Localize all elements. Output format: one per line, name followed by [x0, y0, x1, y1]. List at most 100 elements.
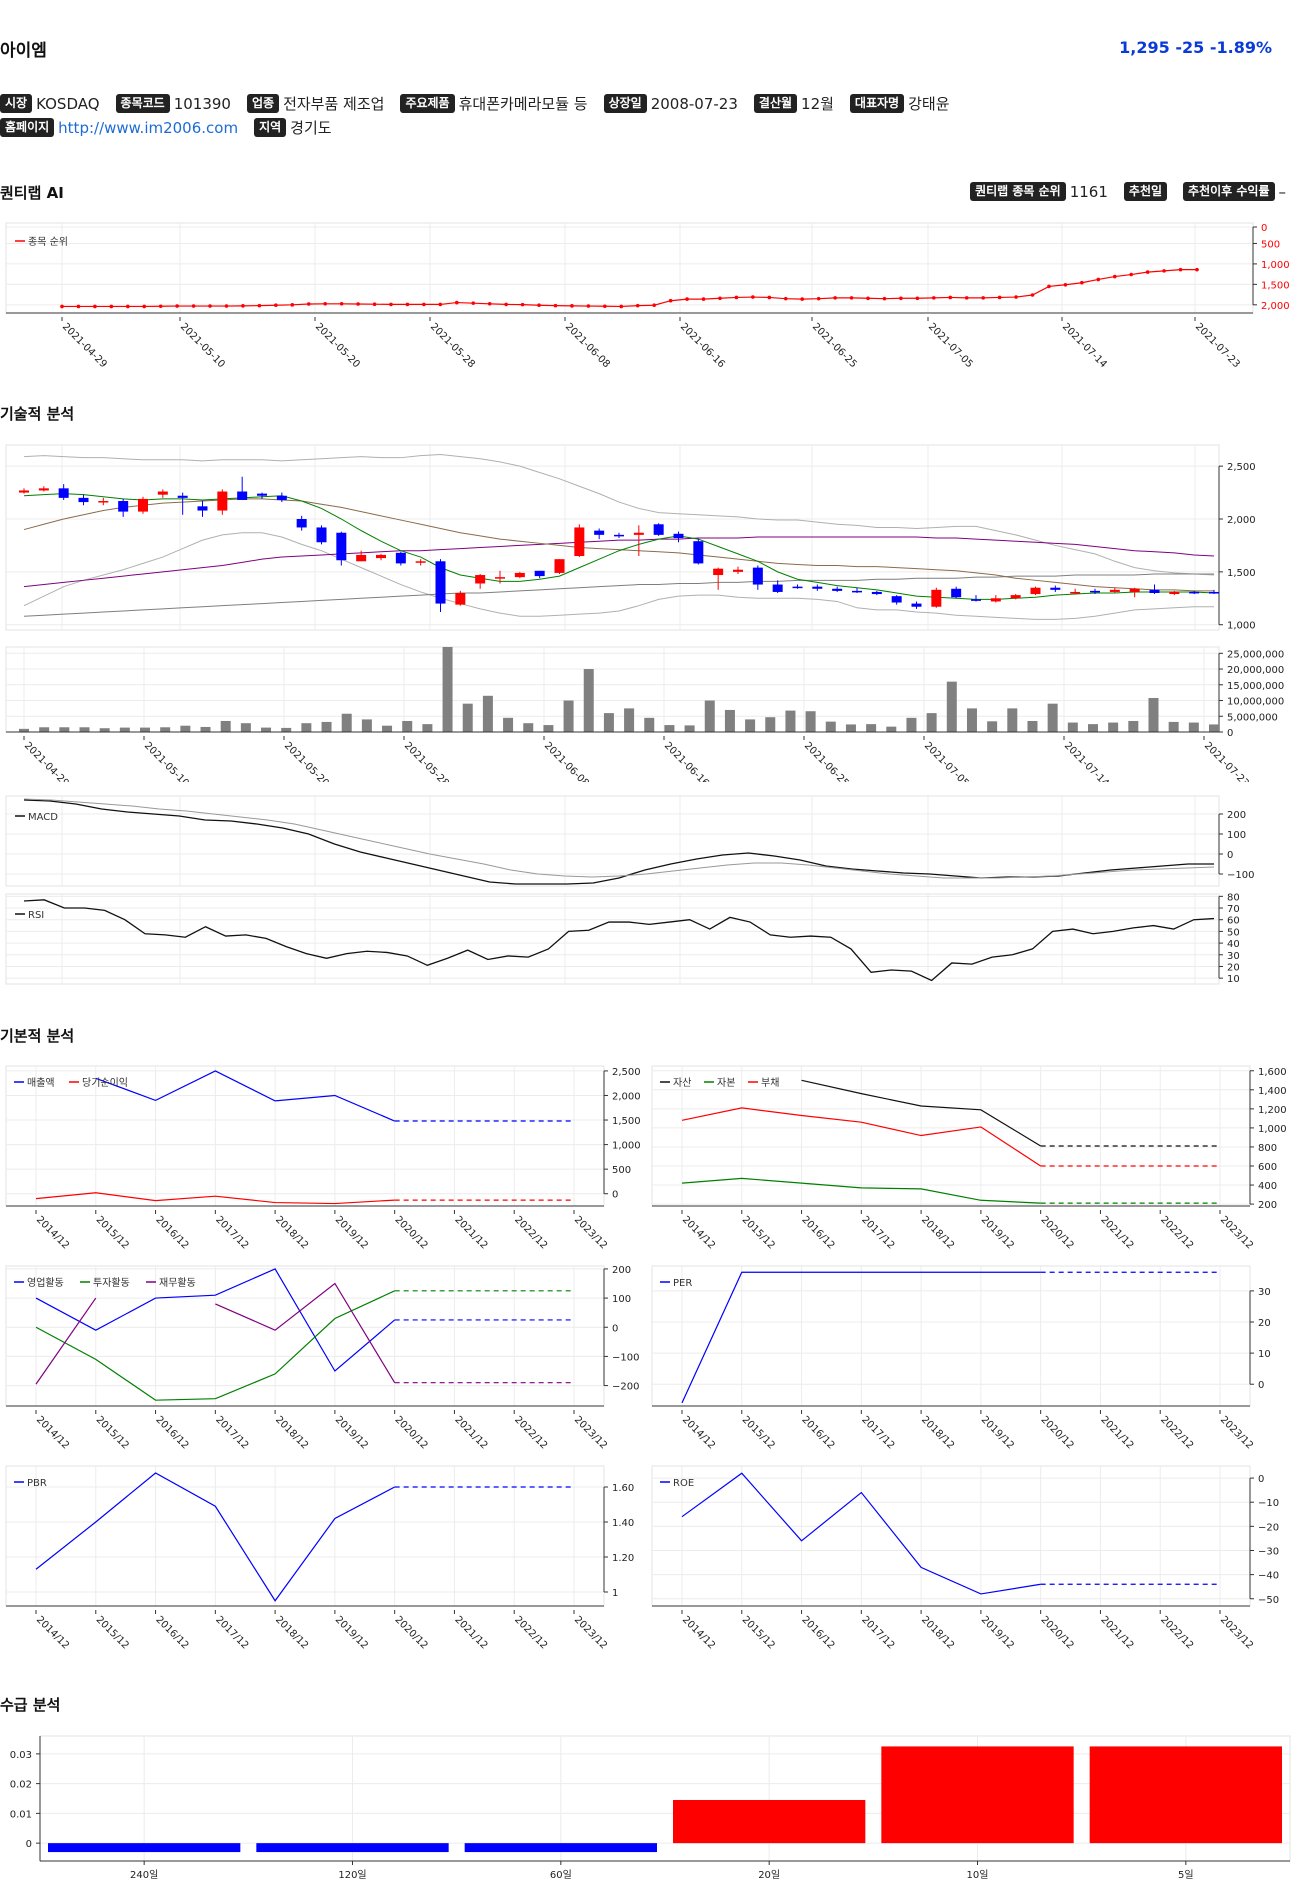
rank-tag: 퀀티랩 종목 순위 — [970, 182, 1066, 201]
volume-bar — [301, 723, 312, 732]
balance-series-line — [801, 1079, 1041, 1147]
fiscal-tag: 결산월 — [753, 94, 798, 113]
rank-point — [553, 303, 558, 308]
rank-point — [1096, 277, 1101, 282]
per-y-tick: 20 — [1258, 1318, 1271, 1329]
volume-bar — [39, 727, 50, 732]
code-value: 101390 — [173, 94, 231, 113]
rsi-y-tick: 30 — [1227, 951, 1240, 962]
x-tick-label: 2021-04-29 — [22, 740, 71, 782]
x-tick-label: 2021/12 — [452, 1614, 489, 1651]
candle-body — [1090, 590, 1100, 593]
candle-body — [217, 491, 228, 511]
x-tick-label: 2016/12 — [153, 1214, 190, 1251]
candle-body — [812, 586, 823, 589]
balance-y-tick: 600 — [1258, 1162, 1277, 1173]
legend-label: PER — [673, 1278, 692, 1289]
candle-body — [772, 584, 783, 592]
volume-bar — [79, 727, 90, 732]
per-series-line — [681, 1271, 1041, 1404]
x-tick-label: 2023/12 — [1218, 1614, 1255, 1651]
rank-point — [323, 301, 327, 306]
x-tick-label: 2014/12 — [34, 1614, 71, 1651]
plot-frame — [651, 1465, 1251, 1607]
rsi-y-tick: 50 — [1227, 927, 1240, 938]
quantilab-title: 퀀티랩 AI — [0, 184, 64, 202]
x-tick-label: 2022/12 — [512, 1414, 549, 1451]
rank-point — [570, 304, 574, 308]
volume-bar — [745, 719, 756, 732]
candle-body — [336, 532, 347, 561]
info-row-2: 홈페이지 http://www.im2006.com 지역 경기도 — [0, 117, 348, 138]
x-tick-label: 2019/12 — [333, 1214, 370, 1251]
candle-body — [1070, 591, 1081, 594]
ma120-line — [23, 573, 1214, 617]
industry-tag: 업종 — [246, 94, 280, 113]
candlestick-chart: 1,000 1,500 2,000 2,500 — [5, 444, 1256, 632]
rank-point — [981, 296, 985, 300]
x-tick-label: 2018/12 — [919, 1214, 956, 1251]
rank-point — [718, 296, 722, 301]
return-tag: 추천이후 수익률 — [1183, 182, 1275, 201]
rank-point — [800, 297, 805, 301]
rank-point — [405, 302, 410, 307]
candle-body — [911, 603, 922, 607]
rsi-y-tick: 10 — [1227, 974, 1240, 985]
rank-point — [125, 304, 130, 309]
sales_profit-series-line — [35, 1192, 395, 1205]
pbr-series-line — [35, 1472, 395, 1602]
volume-y-tick: 10,000,000 — [1227, 697, 1284, 708]
candle-body — [1169, 591, 1180, 595]
candle-body — [1189, 591, 1200, 594]
candle-body — [733, 569, 743, 572]
roe-y-tick: −30 — [1258, 1546, 1279, 1557]
candle-body — [752, 567, 763, 585]
volume-bar — [765, 717, 776, 732]
volume-bar — [664, 725, 675, 732]
roe-chart: 0 −10 −20 −30 −40 −50 ROE 2014/12 2015/12 2016/12… — [651, 1465, 1279, 1651]
market-value: KOSDAQ — [36, 94, 100, 113]
legend-label: RSI — [28, 910, 44, 921]
cashflow-y-tick: 100 — [612, 1294, 631, 1305]
quantilab-stats: 퀀티랩 종목 순위 1161 추천일 추천이후 수익률 – — [970, 182, 1286, 201]
balance-chart: 200 400 600 800 1,000 1,200 1,400 1,600 자산 자본 부채 20… — [651, 1065, 1287, 1251]
volume-bar — [361, 719, 372, 732]
technical-title: 기술적 분석 — [0, 405, 75, 423]
candle-body — [971, 599, 981, 601]
rank-point — [899, 296, 903, 301]
return-value: – — [1278, 182, 1287, 201]
candle-y-tick: 2,500 — [1227, 462, 1256, 473]
rank-point — [208, 304, 212, 308]
cashflow-y-tick: −100 — [612, 1352, 639, 1363]
volume-bar — [180, 725, 191, 732]
homepage-link[interactable]: http://www.im2006.com — [58, 118, 239, 137]
x-tick-label: 2022/12 — [1158, 1614, 1195, 1651]
volume-y-tick: 15,000,000 — [1227, 681, 1284, 692]
rank-point — [191, 304, 196, 308]
macd-chart: −100 0 100 200 MACD — [5, 795, 1254, 887]
x-tick-label: 2021-06-16 — [662, 740, 711, 782]
volume-bar — [99, 728, 110, 732]
rank-point — [603, 304, 607, 309]
candle-body — [78, 497, 89, 503]
x-tick-label: 2016/12 — [799, 1414, 836, 1451]
listed-value: 2008-07-23 — [650, 94, 738, 113]
x-tick-label: 2023/12 — [572, 1614, 609, 1651]
x-tick-label: 2021-06-08 — [563, 321, 612, 368]
rank-value: 1161 — [1069, 182, 1108, 201]
balance-series-line — [681, 1177, 1041, 1204]
x-tick-label: 2023/12 — [1218, 1214, 1255, 1251]
volume-bar — [462, 703, 473, 732]
sales_profit-y-tick: 2,500 — [612, 1067, 640, 1078]
volume-bar — [563, 700, 574, 732]
bollinger-upper-line — [23, 454, 1215, 576]
rank-point — [668, 298, 673, 303]
volume-bar — [603, 713, 614, 732]
candle-body — [574, 527, 585, 556]
balance-series-line — [681, 1107, 1041, 1167]
candle-body — [871, 591, 882, 595]
x-tick-label: 2014/12 — [680, 1414, 717, 1451]
rank-point — [1145, 270, 1150, 274]
x-tick-label: 2020/12 — [1039, 1214, 1076, 1251]
